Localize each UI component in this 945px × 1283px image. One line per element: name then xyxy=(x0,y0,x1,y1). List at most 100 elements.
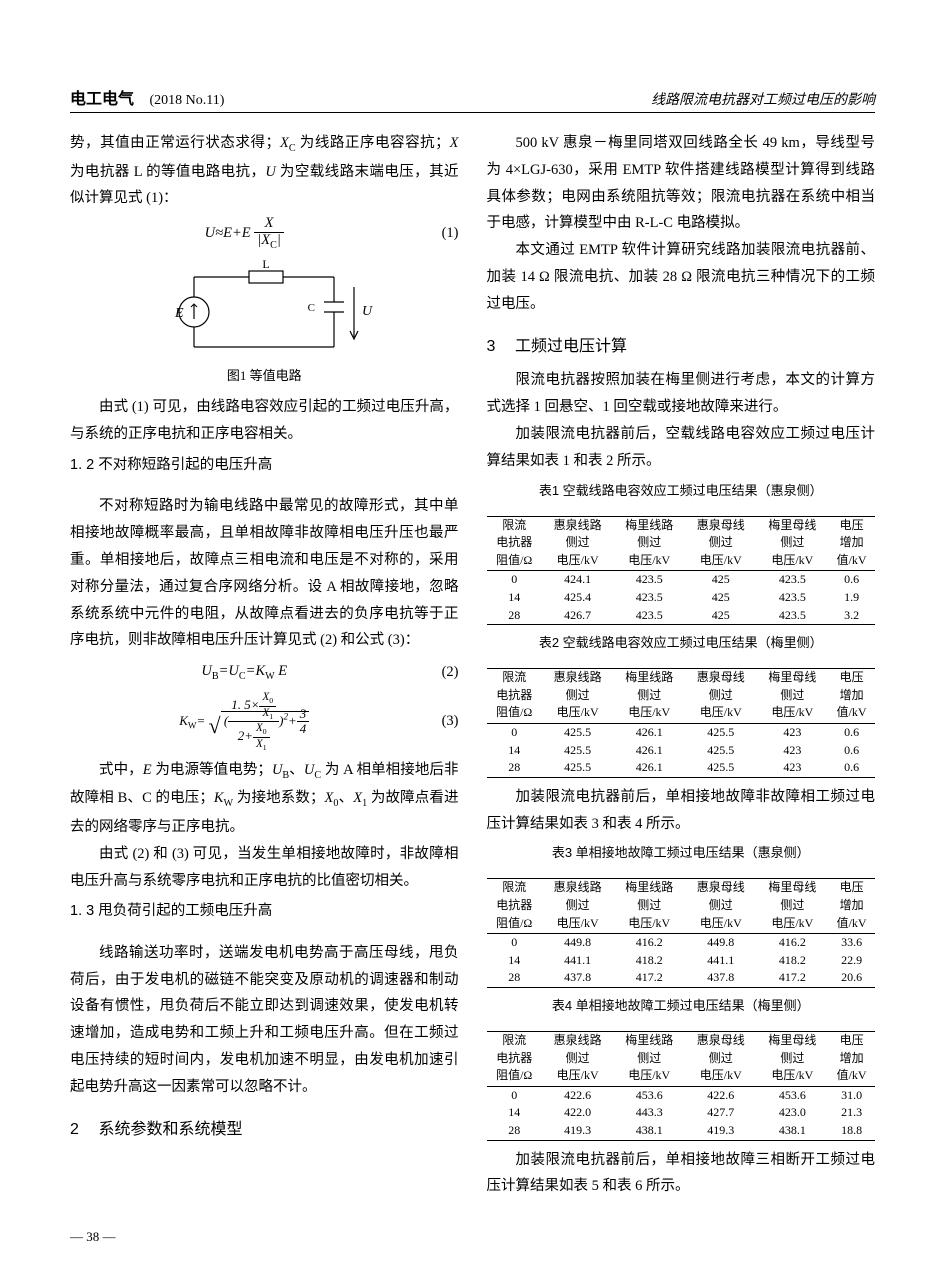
table-cell: 425.5 xyxy=(542,723,614,741)
table-cell: 0 xyxy=(487,571,542,589)
table-cell: 0.6 xyxy=(828,723,875,741)
page: 电工电气 (2018 No.11) 线路限流电抗器对工频过电压的影响 势，其值由… xyxy=(0,0,945,1283)
table-cell: 28 xyxy=(487,1122,542,1140)
para-eq-vars: 式中，E 为电源等值电势；UB、UC 为 A 相单相接地后非故障相 B、C 的电… xyxy=(70,757,459,841)
table-1-body: 0424.1423.5425423.50.614425.4423.5425423… xyxy=(487,571,876,625)
table-2: 限流 惠泉线路 梅里线路 惠泉母线 梅里母线 电压 电抗器 侧过 侧过 侧过 侧… xyxy=(487,668,876,778)
table-cell: 422.0 xyxy=(542,1104,614,1122)
table-4-caption: 表4 单相接地故障工频过电压结果（梅里侧） xyxy=(487,994,876,1018)
subheading-1-2: 1. 2 不对称短路引起的电压升高 xyxy=(70,452,459,479)
section-3-number: 3 xyxy=(487,332,511,362)
table-cell: 0.6 xyxy=(828,759,875,777)
para-tables-1-2-intro: 加装限流电抗器前后，空载线路电容效应工频过电压计算结果如表 1 和表 2 所示。 xyxy=(487,421,876,475)
page-number: — 38 — xyxy=(70,1229,116,1245)
header-right: 线路限流电抗器对工频过电压的影响 xyxy=(651,89,875,109)
table-cell: 426.1 xyxy=(613,742,685,760)
table-cell: 424.1 xyxy=(542,571,614,589)
eq1-body: U≈E+E X|XC| xyxy=(70,216,419,251)
table-cell: 14 xyxy=(487,1104,542,1122)
para-calc-setup: 限流电抗器按照加装在梅里侧进行考虑，本文的计算方式选择 1 回悬空、1 回空载或… xyxy=(487,367,876,421)
table-cell: 423.5 xyxy=(757,589,829,607)
t-col2-a: 惠泉线路 xyxy=(542,516,614,534)
table-cell: 437.8 xyxy=(685,969,757,987)
table-cell: 418.2 xyxy=(613,952,685,970)
table-2-body: 0425.5426.1425.54230.614425.5426.1425.54… xyxy=(487,723,876,777)
para-tables-3-4-intro: 加装限流电抗器前后，单相接地故障非故障相工频过电压计算结果如表 3 和表 4 所… xyxy=(487,784,876,838)
table-cell: 426.1 xyxy=(613,759,685,777)
table-cell: 0.6 xyxy=(828,742,875,760)
table-cell: 423.5 xyxy=(613,571,685,589)
table-cell: 423 xyxy=(757,742,829,760)
eq2-number: (2) xyxy=(419,659,459,686)
table-cell: 0.6 xyxy=(828,571,875,589)
t-col4-a: 惠泉母线 xyxy=(685,516,757,534)
table-cell: 0 xyxy=(487,723,542,741)
figure-1: L E C U 图1 等值电路 xyxy=(70,257,459,388)
table-cell: 28 xyxy=(487,607,542,625)
table-cell: 425.4 xyxy=(542,589,614,607)
table-cell: 3.2 xyxy=(828,607,875,625)
svg-text:L: L xyxy=(263,257,270,271)
table-3-body: 0449.8416.2449.8416.233.614441.1418.2441… xyxy=(487,934,876,988)
table-2-caption: 表2 空载线路电容效应工频过电压结果（梅里侧） xyxy=(487,631,876,655)
table-row: 14425.5426.1425.54230.6 xyxy=(487,742,876,760)
table-4-body: 0422.6453.6422.6453.631.014422.0443.3427… xyxy=(487,1086,876,1140)
table-cell: 427.7 xyxy=(685,1104,757,1122)
left-column: 势，其值由正常运行状态求得；XC 为线路正序电容容抗；X 为电抗器 L 的等值电… xyxy=(70,130,459,1200)
table-row: 28419.3438.1419.3438.118.8 xyxy=(487,1122,876,1140)
table-1-caption: 表1 空载线路电容效应工频过电压结果（惠泉侧） xyxy=(487,479,876,503)
equation-1: U≈E+E X|XC| (1) xyxy=(70,216,459,251)
table-cell: 28 xyxy=(487,759,542,777)
table-cell: 423 xyxy=(757,759,829,777)
t-col3-a: 梅里线路 xyxy=(613,516,685,534)
table-cell: 441.1 xyxy=(542,952,614,970)
table-row: 14422.0443.3427.7423.021.3 xyxy=(487,1104,876,1122)
svg-text:E: E xyxy=(174,306,184,321)
table-cell: 426.7 xyxy=(542,607,614,625)
table-cell: 441.1 xyxy=(685,952,757,970)
issue-number: (2018 No.11) xyxy=(150,93,225,108)
table-cell: 425.5 xyxy=(685,759,757,777)
table-cell: 422.6 xyxy=(685,1086,757,1104)
table-row: 0422.6453.6422.6453.631.0 xyxy=(487,1086,876,1104)
svg-text:C: C xyxy=(308,302,315,314)
table-cell: 438.1 xyxy=(757,1122,829,1140)
table-cell: 416.2 xyxy=(613,934,685,952)
header-left: 电工电气 (2018 No.11) xyxy=(70,85,224,109)
table-cell: 419.3 xyxy=(685,1122,757,1140)
table-cell: 425.5 xyxy=(542,742,614,760)
table-4: 限流 惠泉线路 梅里线路 惠泉母线 梅里母线 电压 电抗器 侧过 侧过 侧过 侧… xyxy=(487,1031,876,1141)
table-row: 28425.5426.1425.54230.6 xyxy=(487,759,876,777)
eq3-body: KW= √ ( 1. 5×X0X1 2+X0X1 )2+34 xyxy=(70,691,419,753)
table-cell: 437.8 xyxy=(542,969,614,987)
section-3-heading: 3 工频过电压计算 xyxy=(487,332,876,362)
eq3-number: (3) xyxy=(419,708,459,735)
table-row: 0424.1423.5425423.50.6 xyxy=(487,571,876,589)
two-column-layout: 势，其值由正常运行状态求得；XC 为线路正序电容容抗；X 为电抗器 L 的等值电… xyxy=(70,130,875,1200)
table-cell: 14 xyxy=(487,952,542,970)
table-cell: 449.8 xyxy=(685,934,757,952)
table-cell: 425.5 xyxy=(685,723,757,741)
table-1: 限流 惠泉线路 梅里线路 惠泉母线 梅里母线 电压 电抗器 侧过 侧过 侧过 侧… xyxy=(487,516,876,626)
eq2-body: UB=UC=KW E xyxy=(70,658,419,687)
table-cell: 31.0 xyxy=(828,1086,875,1104)
page-header: 电工电气 (2018 No.11) 线路限流电抗器对工频过电压的影响 xyxy=(70,85,875,113)
para-emptp-calc: 本文通过 EMTP 软件计算研究线路加装限流电抗器前、加装 14 Ω 限流电抗、… xyxy=(487,237,876,317)
para-tables-5-6-intro: 加装限流电抗器前后，单相接地故障三相断开工频过电压计算结果如表 5 和表 6 所… xyxy=(487,1147,876,1201)
journal-name: 电工电气 xyxy=(70,91,134,108)
table-cell: 438.1 xyxy=(613,1122,685,1140)
table-row: 0425.5426.1425.54230.6 xyxy=(487,723,876,741)
table-cell: 425.5 xyxy=(685,742,757,760)
table-cell: 1.9 xyxy=(828,589,875,607)
table-cell: 0 xyxy=(487,1086,542,1104)
table-row: 14425.4423.5425423.51.9 xyxy=(487,589,876,607)
table-3-caption: 表3 单相接地故障工频过电压结果（惠泉侧） xyxy=(487,841,876,865)
table-cell: 423 xyxy=(757,723,829,741)
equation-2: UB=UC=KW E (2) xyxy=(70,658,459,687)
table-cell: 426.1 xyxy=(613,723,685,741)
table-cell: 14 xyxy=(487,589,542,607)
para-line-params: 500 kV 惠泉－梅里同塔双回线路全长 49 km，导线型号为 4×LGJ-6… xyxy=(487,130,876,237)
table-cell: 425 xyxy=(685,607,757,625)
table-cell: 22.9 xyxy=(828,952,875,970)
eq1-number: (1) xyxy=(419,220,459,247)
